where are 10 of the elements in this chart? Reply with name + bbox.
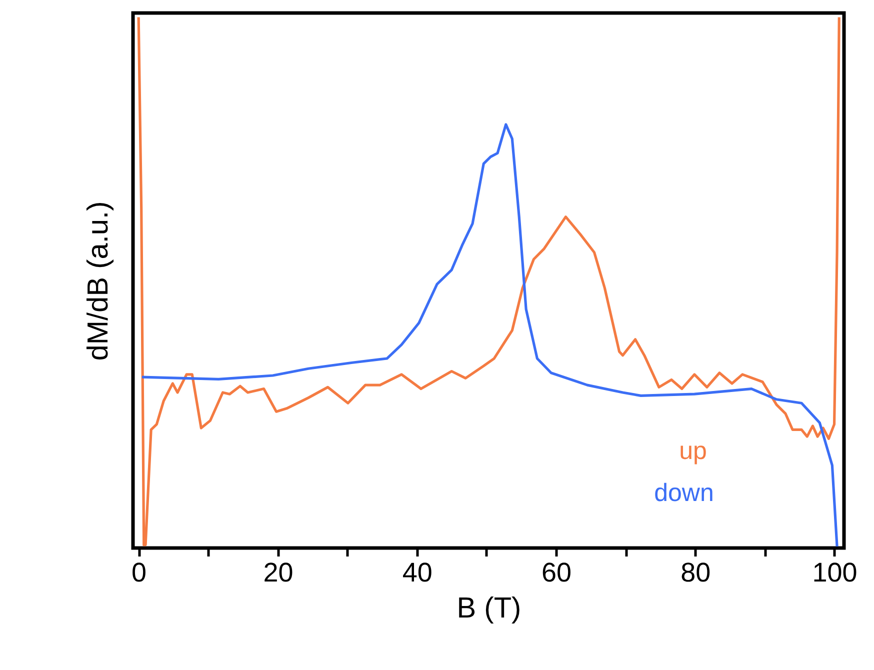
x-tick-label: 20 — [263, 558, 294, 588]
x-tick-label: 40 — [402, 558, 432, 588]
x-axis-title: B (T) — [456, 592, 522, 624]
x-tick-label: 0 — [132, 558, 147, 588]
series-label: up — [679, 437, 707, 465]
text: down — [654, 479, 714, 507]
x-tick-label: 60 — [541, 558, 572, 588]
y-axis-title: dM/dB (a.u.) — [82, 201, 114, 361]
x-tick-label: 80 — [680, 558, 711, 588]
x-tick-label: 100 — [812, 558, 858, 588]
